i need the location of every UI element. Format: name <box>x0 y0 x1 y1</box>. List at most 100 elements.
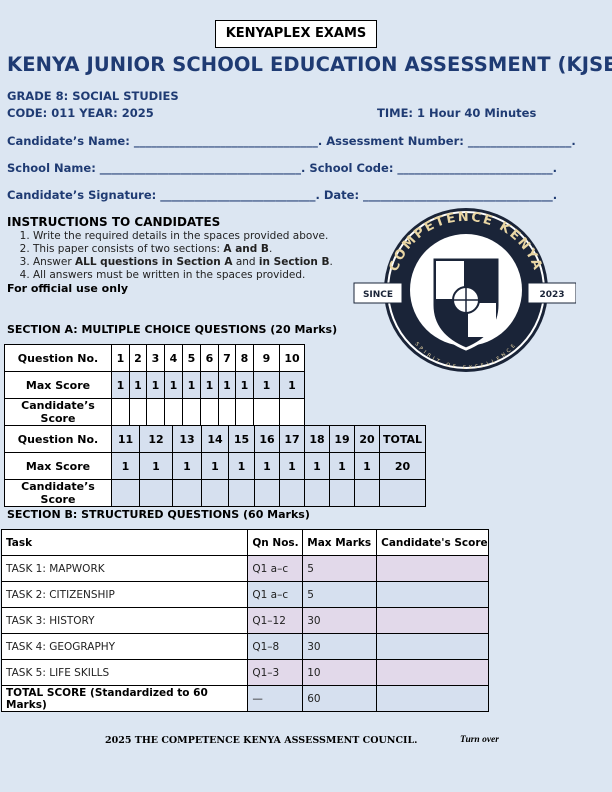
candidate-score-cell[interactable] <box>235 398 254 426</box>
max-score: 1 <box>182 371 201 399</box>
school-name-field[interactable]: School Name: ___________________________… <box>7 161 558 175</box>
section-a-table-2: Question No. 11 12 13 14 15 16 17 18 19 20 TOTAL Ma… <box>4 425 426 507</box>
task-name: TASK 4: GEOGRAPHY <box>0 633 249 660</box>
candidate-score-cell[interactable] <box>172 479 202 507</box>
candidate-score-cell[interactable] <box>329 479 355 507</box>
question-numbers: Q1 a–c <box>247 555 304 582</box>
candidate-score-cell[interactable] <box>376 555 489 582</box>
candidate-score-cell[interactable] <box>164 398 183 426</box>
candidate-score-cell[interactable] <box>279 398 305 426</box>
candidate-score-cell[interactable] <box>376 581 489 608</box>
max-score: 1 <box>139 452 173 480</box>
section-a-heading: SECTION A: MULTIPLE CHOICE QUESTIONS (20… <box>7 323 338 336</box>
candidate-score-cell[interactable] <box>254 479 280 507</box>
max-score: 1 <box>304 452 330 480</box>
question-number: 3 <box>146 344 165 372</box>
instruction-item: This paper consists of two sections: A a… <box>33 243 333 256</box>
candidate-score-cell[interactable] <box>129 398 147 426</box>
candidate-score-cell[interactable] <box>182 398 201 426</box>
question-number: TOTAL <box>379 425 426 453</box>
candidate-score-cell[interactable] <box>111 398 130 426</box>
max-score: 1 <box>228 452 255 480</box>
candidate-score-cell[interactable] <box>354 479 380 507</box>
question-numbers: Q1–8 <box>247 633 304 660</box>
task-name: TASK 1: MAPWORK <box>0 555 249 582</box>
task-name: TASK 5: LIFE SKILLS <box>0 659 249 686</box>
max-score: 1 <box>111 371 130 399</box>
grade-label: GRADE 8: SOCIAL STUDIES <box>7 89 179 103</box>
max-marks: 60 <box>302 685 378 712</box>
time-label: TIME: 1 Hour 40 Minutes <box>377 106 537 120</box>
question-number: 8 <box>235 344 254 372</box>
question-number: 4 <box>164 344 183 372</box>
candidate-score-cell[interactable] <box>201 479 229 507</box>
question-numbers: — <box>247 685 304 712</box>
candidate-score-cell[interactable] <box>376 633 489 660</box>
question-number: 20 <box>354 425 380 453</box>
max-score: 20 <box>379 452 426 480</box>
candidate-score-cell[interactable] <box>228 479 255 507</box>
candidate-score-cell[interactable] <box>279 479 305 507</box>
max-score: 1 <box>129 371 147 399</box>
max-score: 1 <box>146 371 165 399</box>
max-score: 1 <box>164 371 183 399</box>
max-marks: 30 <box>302 633 378 660</box>
section-b-table: Task Qn Nos. Max Marks Candidate's Score TAS… <box>0 529 489 712</box>
max-marks: 5 <box>302 555 378 582</box>
candidate-score-cell[interactable] <box>253 398 280 426</box>
candidate-score-cell[interactable] <box>200 398 219 426</box>
max-score: 1 <box>329 452 355 480</box>
task-name: TOTAL SCORE (Standardized to 60 Marks) <box>0 685 249 712</box>
competence-kenya-logo: COMPETENCE KENYA SPIRIT OF EXCELLENCE SI… <box>353 208 576 372</box>
instruction-item: Answer ALL questions in Section A and in… <box>33 256 333 269</box>
question-numbers: Q1–3 <box>247 659 304 686</box>
max-marks: 30 <box>302 607 378 634</box>
max-score: 1 <box>235 371 254 399</box>
column-header: Candidate's Score <box>376 529 489 556</box>
row-label: Candidate’s Score <box>4 398 112 426</box>
candidate-score-cell[interactable] <box>379 479 426 507</box>
question-number: 2 <box>129 344 147 372</box>
max-score: 1 <box>172 452 202 480</box>
question-number: 19 <box>329 425 355 453</box>
footer-council: 2025 THE COMPETENCE KENYA ASSESSMENT COU… <box>105 735 418 746</box>
question-number: 6 <box>200 344 219 372</box>
brand-box: KENYAPLEX EXAMS <box>215 20 377 48</box>
max-score: 1 <box>254 452 280 480</box>
candidate-score-cell[interactable] <box>139 479 173 507</box>
row-label: Max Score <box>4 371 112 399</box>
question-number: 16 <box>254 425 280 453</box>
row-label: Question No. <box>4 425 112 453</box>
question-number: 18 <box>304 425 330 453</box>
signature-field[interactable]: Candidate’s Signature: _________________… <box>7 188 558 202</box>
table-row: TASK 1: MAPWORK Q1 a–c 5 <box>0 555 489 582</box>
candidate-score-cell[interactable] <box>304 479 330 507</box>
candidate-score-cell[interactable] <box>376 607 489 634</box>
question-number: 9 <box>253 344 280 372</box>
max-score: 1 <box>111 452 140 480</box>
column-header: Qn Nos. <box>247 529 304 556</box>
candidate-score-cell[interactable] <box>218 398 236 426</box>
question-number: 11 <box>111 425 140 453</box>
question-number: 1 <box>111 344 130 372</box>
page-title: KENYA JUNIOR SCHOOL EDUCATION ASSESSMENT… <box>7 53 612 76</box>
max-marks: 5 <box>302 581 378 608</box>
table-row: TASK 4: GEOGRAPHY Q1–8 30 <box>0 633 489 660</box>
max-score: 1 <box>201 452 229 480</box>
candidate-score-cell[interactable] <box>146 398 165 426</box>
max-score: 1 <box>253 371 280 399</box>
question-number: 5 <box>182 344 201 372</box>
instruction-item: Write the required details in the spaces… <box>33 230 333 243</box>
question-number: 12 <box>139 425 173 453</box>
question-numbers: Q1 a–c <box>247 581 304 608</box>
task-name: TASK 2: CITIZENSHIP <box>0 581 249 608</box>
candidate-score-cell[interactable] <box>111 479 140 507</box>
candidate-score-cell[interactable] <box>376 659 489 686</box>
question-number: 14 <box>201 425 229 453</box>
question-number: 10 <box>279 344 305 372</box>
max-score: 1 <box>279 452 305 480</box>
candidate-score-cell[interactable] <box>376 685 489 712</box>
question-numbers: Q1–12 <box>247 607 304 634</box>
candidate-name-field[interactable]: Candidate’s Name: ______________________… <box>7 134 576 148</box>
